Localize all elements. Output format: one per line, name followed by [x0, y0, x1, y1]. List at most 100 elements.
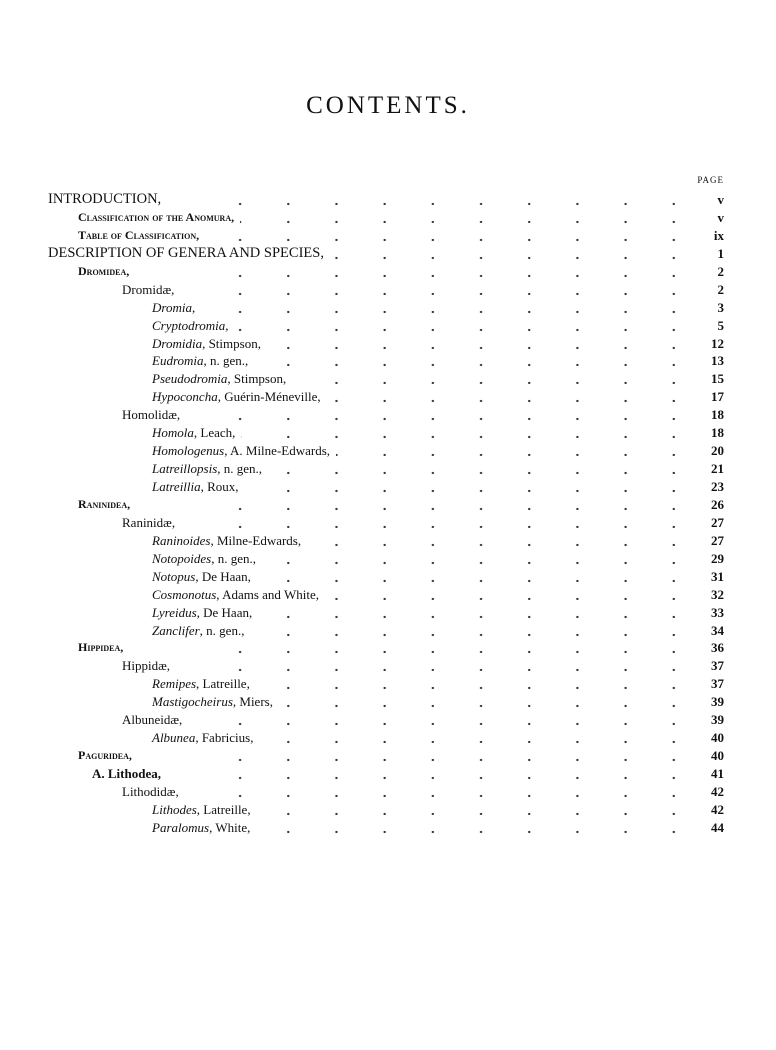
entry-genus: Lithodes	[152, 801, 197, 817]
dot-leader	[200, 657, 686, 676]
entry-text: , n. gen.,	[203, 353, 249, 369]
toc-entry: Cosmonotus, Adams and White, 32	[0, 585, 776, 604]
entry-genus: Cosmonotus	[152, 586, 217, 602]
toc-entry: Zanclifer, n. gen., 34	[0, 621, 776, 640]
toc-entry: Dromia, 3	[0, 298, 776, 317]
entry-text: , Adams and White,	[216, 586, 319, 602]
toc-entry: Homolidæ, 18	[0, 406, 776, 425]
entry-page: 17	[707, 388, 724, 407]
entry-label: Homologenus, A. Milne-Edwards,	[152, 442, 337, 461]
dot-leader	[200, 621, 686, 640]
toc-entry: Latreillia, Roux, 23	[0, 478, 776, 496]
entry-genus: Dromia	[152, 299, 192, 315]
entry-page: 36	[707, 639, 724, 658]
toc-entry: Remipes, Latreille, 37	[0, 675, 776, 694]
entry-page: 27	[707, 513, 724, 532]
dot-leader	[200, 693, 686, 712]
toc-entry: Mastigocheirus, Miers, 39	[0, 693, 776, 712]
entry-text: , Guérin-Méneville,	[217, 389, 321, 405]
entry-text: , De Haan,	[195, 568, 251, 584]
entry-page: 39	[707, 711, 724, 730]
entry-page: 2	[713, 262, 724, 281]
entry-text: , n. gen.,	[199, 622, 245, 638]
toc-entry: Hippidea, 36	[0, 639, 776, 658]
entry-text: , Latreille,	[196, 801, 251, 817]
entry-text: , Stimpson,	[227, 371, 287, 387]
entry-label: Latreillopsis, n. gen.,	[152, 460, 269, 479]
entry-label: Paralomus, White,	[152, 818, 257, 837]
entry-genus: Latreillopsis	[152, 461, 218, 477]
entry-genus: Lyreidus	[152, 604, 197, 620]
toc-entry: Cryptodromia, 5	[0, 316, 776, 335]
entry-text: Raninidæ,	[122, 514, 176, 530]
entry-text: , n. gen.,	[217, 461, 263, 477]
dot-leader	[200, 729, 686, 748]
entry-text: , Fabricius,	[195, 730, 254, 746]
dot-leader	[200, 531, 686, 550]
toc-entry: Raninoides, Milne-Edwards, 27	[0, 531, 776, 550]
entry-label: Lyreidus, De Haan,	[152, 603, 259, 622]
entry-label: Pseudodromia, Stimpson,	[152, 370, 293, 389]
dot-leader	[200, 460, 686, 478]
entry-label: Lithodes, Latreille,	[152, 800, 257, 819]
entry-page: 34	[707, 621, 724, 640]
entry-page: 40	[707, 729, 724, 748]
dot-leader	[200, 352, 686, 371]
entry-page: 42	[707, 800, 724, 819]
entry-genus: Albunea	[152, 730, 196, 746]
entry-text: , Miers,	[232, 694, 273, 710]
dot-leader	[200, 424, 686, 443]
entry-label: INTRODUCTION,	[48, 191, 168, 209]
dot-leader	[200, 567, 686, 586]
entry-label: Mastigocheirus, Miers,	[152, 693, 279, 712]
toc-entry: Albunea, Fabricius, 40	[0, 729, 776, 748]
toc-entry: Classification of the Anomura, v	[0, 208, 776, 227]
entry-text: , Roux,	[200, 479, 239, 494]
entry-text: , Leach,	[193, 425, 236, 441]
entry-label: Dromidia, Stimpson,	[152, 334, 267, 353]
entry-text: Raninidea,	[78, 496, 131, 511]
entry-genus: Remipes	[152, 676, 197, 692]
dot-leader	[200, 549, 686, 568]
entry-label: Dromidea,	[78, 262, 136, 281]
toc-entry: Dromidæ, 2	[0, 280, 776, 299]
entry-genus: Raninoides	[152, 532, 211, 548]
page-title: CONTENTS.	[306, 92, 470, 119]
dot-leader	[200, 478, 686, 496]
entry-page: 32	[707, 585, 724, 604]
toc-entry: Raninidea, 26	[0, 495, 776, 514]
dot-leader	[200, 639, 686, 658]
entry-label: Homola, Leach,	[152, 424, 242, 443]
dot-leader	[200, 208, 686, 227]
entry-page: ix	[709, 226, 724, 245]
entry-page: 5	[713, 316, 724, 335]
entry-text: Paguridea,	[78, 748, 132, 763]
entry-label: Notopoides, n. gen.,	[152, 549, 263, 568]
entry-page: 18	[707, 406, 724, 425]
entry-text: Dromidea,	[78, 263, 130, 278]
dot-leader	[200, 513, 686, 532]
entry-label: Hippidæ,	[122, 657, 177, 676]
entry-page: 26	[707, 495, 724, 514]
dot-leader	[200, 316, 686, 335]
entry-text: DESCRIPTION OF GENERA AND SPECIES,	[48, 244, 324, 261]
entry-label: Paguridea,	[78, 747, 138, 766]
entry-text: ,	[191, 299, 196, 315]
entry-text: Dromidæ,	[122, 281, 175, 297]
entry-page: 20	[707, 442, 724, 461]
entry-page: 12	[707, 334, 724, 353]
toc-entry: Paralomus, White, 44	[0, 818, 776, 837]
dot-leader	[200, 818, 686, 837]
toc-entry: Hypoconcha, Guérin-Méneville, 17	[0, 388, 776, 407]
entry-text: Classification of the Anomura,	[78, 209, 235, 224]
toc-entry: Notopoides, n. gen., 29	[0, 549, 776, 568]
dot-leader	[200, 298, 686, 317]
entry-genus: Mastigocheirus	[152, 694, 233, 710]
entry-genus: Homologenus	[152, 443, 225, 459]
entry-label: Table of Classification,	[78, 226, 206, 245]
entry-page: 40	[707, 747, 724, 766]
toc-entry: INTRODUCTION, v	[0, 191, 776, 209]
toc-entry: A. Lithodea, 41	[0, 765, 776, 783]
dot-leader	[200, 675, 686, 694]
toc-entry: Latreillopsis, n. gen., 21	[0, 460, 776, 479]
